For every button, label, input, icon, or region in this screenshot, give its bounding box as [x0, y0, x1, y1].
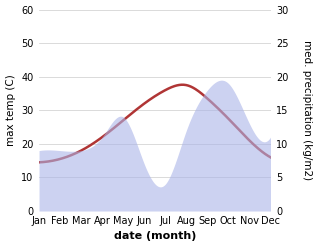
X-axis label: date (month): date (month) — [114, 231, 196, 242]
Y-axis label: max temp (C): max temp (C) — [5, 74, 16, 146]
Y-axis label: med. precipitation (kg/m2): med. precipitation (kg/m2) — [302, 40, 313, 180]
